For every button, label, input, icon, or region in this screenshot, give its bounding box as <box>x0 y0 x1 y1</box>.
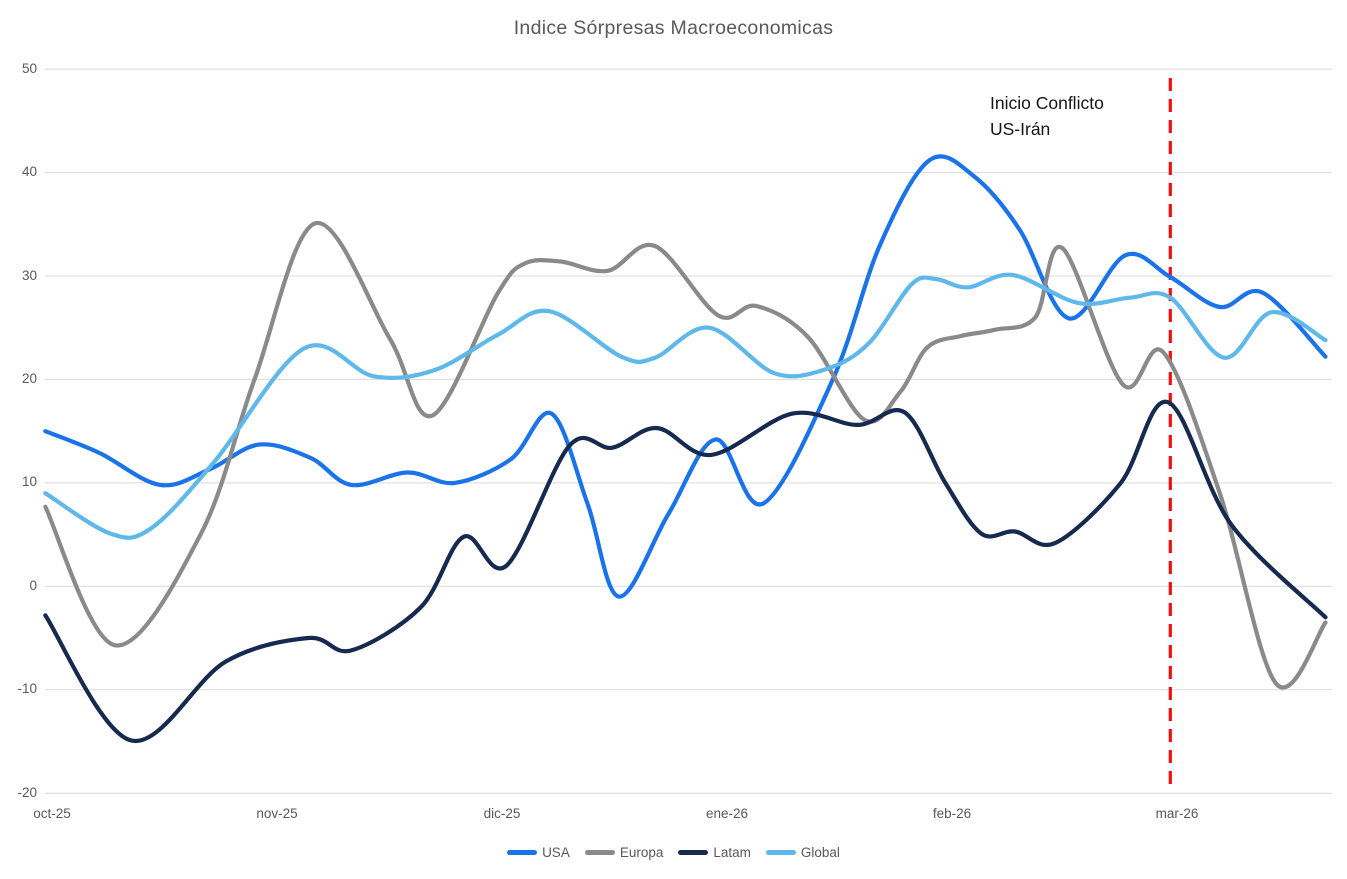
legend-label-global: Global <box>800 845 840 860</box>
x-tick-label-nov-25: nov-25 <box>256 806 298 821</box>
y-tick-label-30: 30 <box>21 267 37 283</box>
legend-label-usa: USA <box>542 845 570 860</box>
series-line-latam <box>43 399 1328 743</box>
y-tick-label-20: 20 <box>21 370 37 386</box>
legend-item-usa: USA <box>507 845 570 860</box>
y-tick-label--10: -10 <box>17 681 37 697</box>
x-tick-label-dic-25: dic-25 <box>483 806 521 821</box>
x-tick-label-feb-26: feb-26 <box>932 806 972 821</box>
y-tick-label-50: 50 <box>21 60 37 76</box>
event-annotation-line2: US-Irán <box>990 119 1051 139</box>
y-tick-label-0: 0 <box>29 577 37 593</box>
legend-item-europa: Europa <box>584 845 664 860</box>
gridlines <box>45 68 1332 794</box>
x-tick-label-oct-25: oct-25 <box>33 806 71 821</box>
event-annotation-line1: Inicio Conflicto <box>990 93 1104 113</box>
y-tick-label-40: 40 <box>21 164 37 180</box>
series-line-europa <box>43 221 1328 690</box>
legend-swatch-usa <box>507 850 538 855</box>
legend-label-europa: Europa <box>619 845 664 860</box>
legend-swatch-europa <box>584 850 615 855</box>
x-tick-label-ene-26: ene-26 <box>705 806 749 821</box>
legend-item-latam: Latam <box>678 845 751 860</box>
series-line-usa <box>43 154 1328 599</box>
legend-swatch-latam <box>678 850 709 855</box>
y-tick-label-10: 10 <box>21 474 37 490</box>
chart-legend: USA Europa Latam Global <box>0 845 1347 860</box>
event-annotation: Inicio Conflicto US-Irán <box>990 90 1104 142</box>
y-tick-label--20: -20 <box>17 784 37 800</box>
legend-label-latam: Latam <box>713 845 751 860</box>
series-lines <box>43 154 1328 743</box>
chart-title: Indice Sórpresas Macroeconomicas <box>513 17 834 39</box>
series-line-global <box>43 272 1328 540</box>
x-tick-label-mar-26: mar-26 <box>1155 806 1199 821</box>
legend-swatch-global <box>765 850 796 855</box>
legend-item-global: Global <box>765 845 840 860</box>
